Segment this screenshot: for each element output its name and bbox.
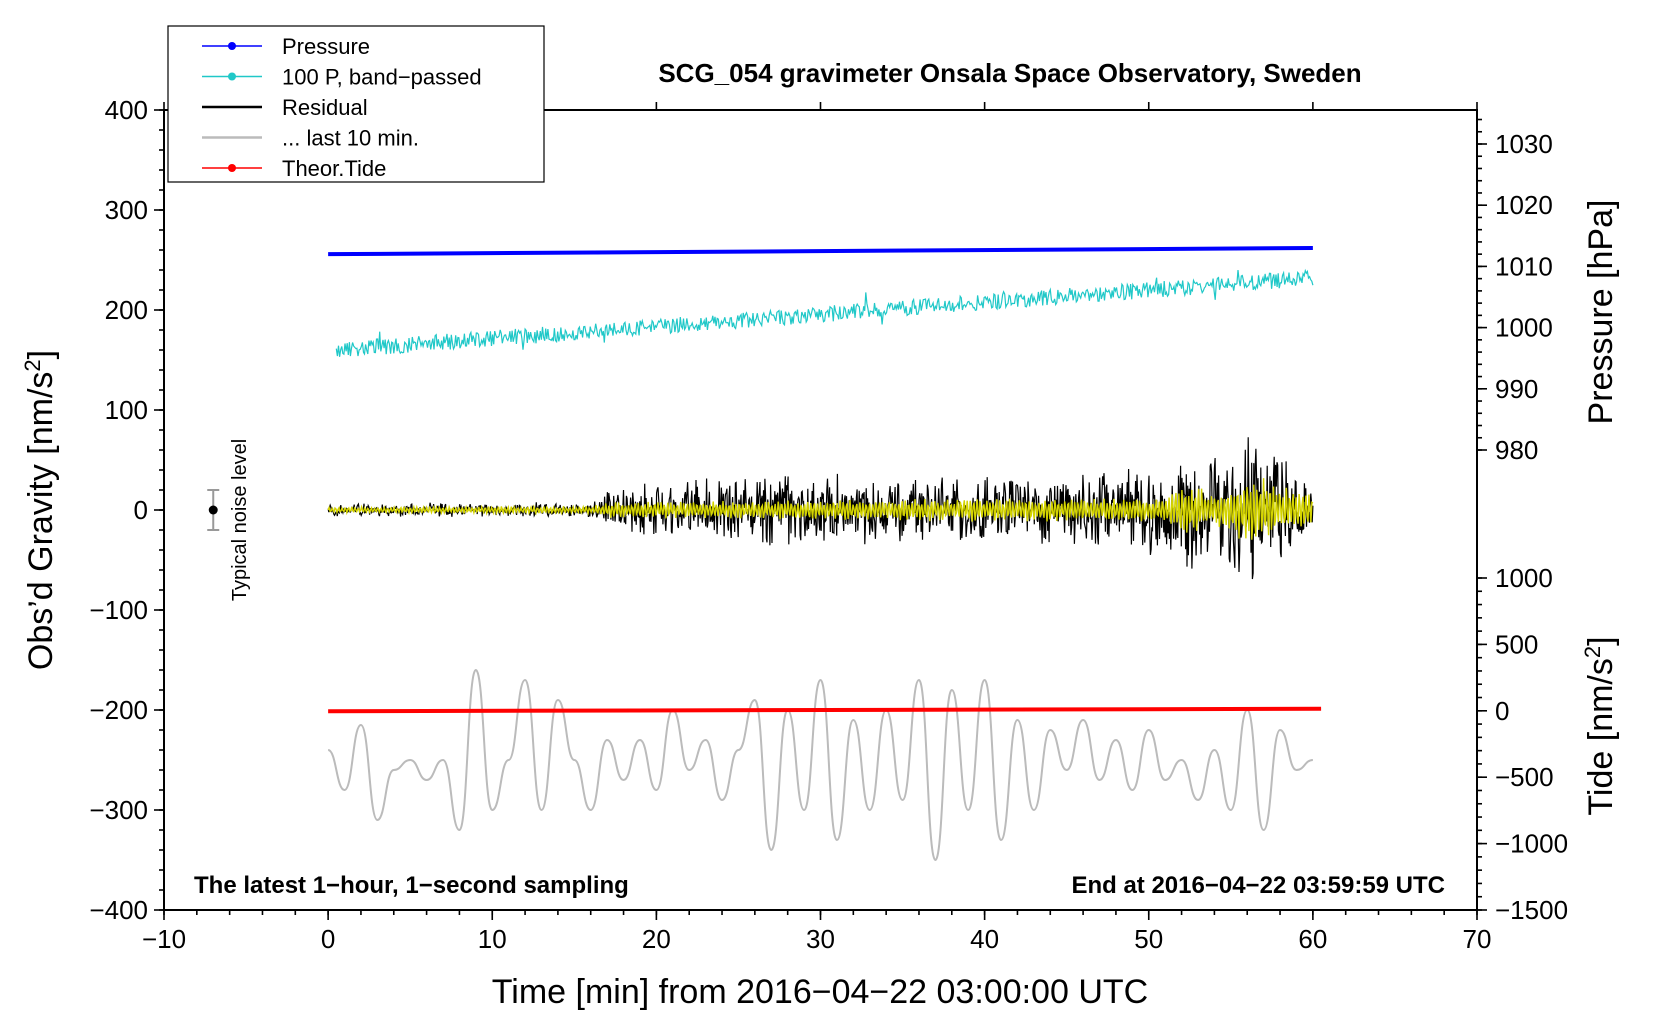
left-axis-ticks: 400 300 200 100 0 −100 −200 −300 −400	[89, 95, 164, 925]
tide-tick-label: −500	[1495, 762, 1554, 792]
tide-tick-label: −1500	[1495, 895, 1568, 925]
legend-label: Theor.Tide	[282, 156, 386, 181]
ylabel-left-close: ]	[22, 350, 60, 359]
pressure-axis-ticks: 1030 1020 1010 1000 990 980	[1477, 118, 1553, 465]
x-tick-label: −10	[142, 924, 186, 954]
tide-tick-label: 500	[1495, 629, 1538, 659]
series-last-10-min	[327, 668, 1314, 862]
pressure-tick-label: 1000	[1495, 313, 1553, 343]
ylabel-left-sup: 2	[20, 359, 45, 371]
y-axis-label-tide: Tide [nm/s2]	[1580, 636, 1620, 815]
ylabel-tide-close: ]	[1582, 636, 1620, 645]
tide-tick-label: 1000	[1495, 563, 1553, 593]
noise-level-indicator	[207, 489, 220, 531]
pressure-tick-label: 990	[1495, 374, 1538, 404]
noise-dot	[208, 505, 218, 515]
legend-label: Residual	[282, 95, 368, 120]
x-axis-label: Time [min] from 2016−04−22 03:00:00 UTC	[492, 973, 1148, 1011]
series-residual-filtered	[327, 478, 1314, 540]
x-tick-label: 0	[321, 924, 335, 954]
pressure-tick-label: 1010	[1495, 251, 1553, 281]
left-tick-label: 100	[105, 395, 148, 425]
legend: Pressure 100 P, band−passed Residual ... la…	[167, 25, 545, 183]
x-tick-label: 50	[1134, 924, 1163, 954]
legend-box	[167, 25, 545, 183]
left-tick-label: 0	[134, 495, 148, 525]
tide-tick-label: 0	[1495, 696, 1509, 726]
pressure-tick-label: 1020	[1495, 190, 1553, 220]
annotation-left: The latest 1−hour, 1−second sampling	[194, 872, 629, 899]
tide-tick-label: −1000	[1495, 829, 1568, 859]
legend-marker	[228, 164, 236, 172]
x-tick-label: 70	[1463, 924, 1492, 954]
x-tick-label: 60	[1298, 924, 1327, 954]
y-axis-label-left: Obs’d Gravity [nm/s2]	[20, 350, 60, 670]
x-tick-label: 20	[642, 924, 671, 954]
ylabel-tide-sup: 2	[1580, 646, 1605, 658]
ylabel-left-text: Obs’d Gravity [nm/s	[22, 372, 60, 671]
ylabel-tide-text: Tide [nm/s	[1582, 658, 1620, 815]
left-tick-label: 300	[105, 195, 148, 225]
x-tick-label: 40	[970, 924, 999, 954]
series-layer	[327, 246, 1322, 862]
series-band-passed-pressure	[335, 268, 1314, 357]
legend-marker	[228, 42, 236, 50]
legend-label: 100 P, band−passed	[282, 65, 482, 90]
x-tick-label: 30	[806, 924, 835, 954]
x-tick-label: 10	[478, 924, 507, 954]
left-tick-label: 400	[105, 95, 148, 125]
left-tick-label: 200	[105, 295, 148, 325]
annotation-right: End at 2016−04−22 03:59:59 UTC	[1071, 872, 1445, 899]
pressure-tick-label: 980	[1495, 435, 1538, 465]
legend-items: Pressure 100 P, band−passed Residual ... la…	[202, 34, 482, 181]
x-axis-ticks: −10 0 10 20 30 40 50 60 70	[142, 102, 1492, 954]
legend-marker	[228, 72, 236, 81]
left-tick-label: −100	[89, 595, 148, 625]
series-pressure	[328, 246, 1313, 257]
series-theoretical-tide	[328, 706, 1322, 714]
left-tick-label: −400	[89, 895, 148, 925]
legend-label: ... last 10 min.	[282, 126, 419, 151]
tide-axis-ticks: 1000 500 0 −500 −1000 −1500	[1477, 563, 1568, 925]
pressure-tick-label: 1030	[1495, 129, 1553, 159]
noise-label: Typical noise level	[229, 439, 251, 601]
legend-label: Pressure	[282, 34, 370, 59]
chart-title: SCG_054 gravimeter Onsala Space Observat…	[658, 58, 1361, 88]
left-tick-label: −300	[89, 795, 148, 825]
y-axis-label-pressure: Pressure [hPa]	[1582, 200, 1620, 425]
left-tick-label: −200	[89, 695, 148, 725]
